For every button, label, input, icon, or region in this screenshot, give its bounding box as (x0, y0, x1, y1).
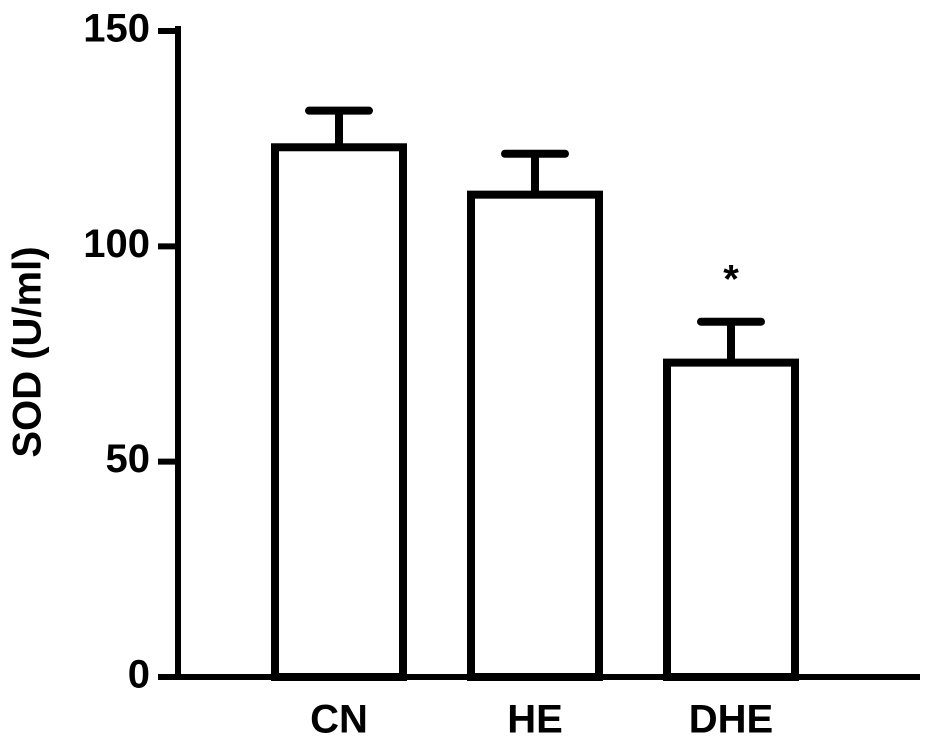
x-tick-label: HE (507, 698, 563, 742)
y-axis-label: SOD (U/ml) (6, 246, 50, 457)
x-tick-label: DHE (689, 698, 773, 742)
y-tick-label: 0 (128, 653, 150, 697)
y-tick-label: 150 (83, 7, 150, 51)
annotation: * (723, 257, 739, 301)
y-tick-label: 100 (83, 222, 150, 266)
bar (271, 143, 407, 681)
x-tick-label: CN (310, 698, 368, 742)
y-tick-label: 50 (106, 437, 151, 481)
bar (467, 190, 603, 682)
bar (663, 358, 799, 681)
